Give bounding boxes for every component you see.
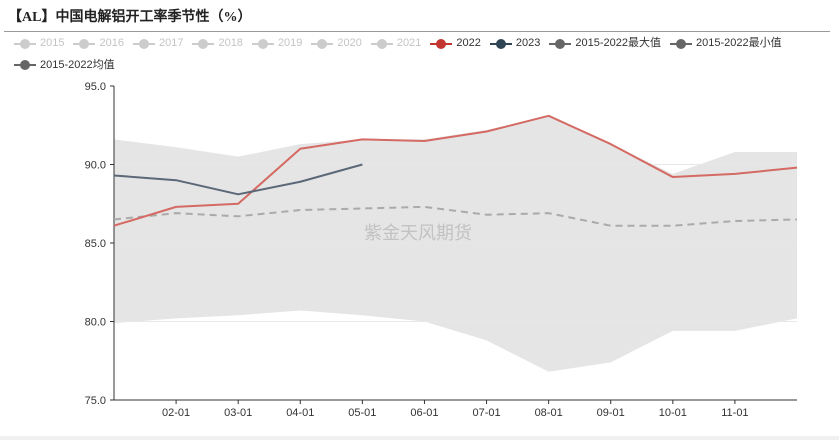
y-tick-label: 75.0 — [85, 395, 106, 407]
legend-label: 2018 — [218, 37, 243, 49]
watermark-text: 紫金天风期货 — [364, 223, 472, 244]
y-tick-label: 85.0 — [85, 238, 106, 250]
legend-marker-icon — [251, 38, 274, 49]
series-line-2023 — [113, 163, 363, 196]
legend-item-2018[interactable]: 2018 — [192, 34, 243, 53]
legend-label: 2015-2022均值 — [40, 58, 115, 71]
legend-marker-icon — [14, 60, 36, 70]
chart-title: 【AL】中国电解铝开工率季节性（%） — [8, 10, 252, 25]
legend-label: 2021 — [396, 37, 422, 49]
legend-marker-icon — [370, 38, 393, 49]
legend-marker-icon — [311, 38, 334, 49]
legend-item-2021[interactable]: 2021 — [370, 34, 422, 53]
legend-marker-icon — [14, 38, 36, 49]
legend-item-2016[interactable]: 2016 — [73, 34, 124, 53]
x-tick-label: 06-01 — [410, 407, 438, 419]
legend-label: 2020 — [337, 37, 362, 49]
legend-item-2017[interactable]: 2017 — [132, 34, 184, 53]
series-line-2015-2022均值 — [113, 205, 798, 227]
legend-item-2022[interactable]: 2022 — [430, 34, 481, 53]
legend-marker-icon — [669, 38, 692, 49]
legend-marker-icon — [192, 38, 215, 49]
legend-label: 2015-2022最大值 — [575, 37, 661, 49]
y-tick-label: 80.0 — [85, 317, 106, 329]
x-tick-label: 10-01 — [659, 407, 687, 419]
legend-marker-icon — [549, 38, 572, 49]
legend-label: 2016 — [99, 37, 124, 49]
y-tick-label: 90.0 — [85, 160, 106, 172]
legend-label: 2022 — [456, 37, 481, 49]
series-line-2022 — [113, 114, 798, 227]
legend-marker-icon — [489, 38, 512, 49]
max-min-band — [114, 115, 797, 372]
x-tick-label: 05-01 — [348, 407, 376, 419]
title-divider — [4, 31, 830, 32]
x-tick-label: 09-01 — [597, 407, 625, 419]
x-tick-label: 04-01 — [286, 407, 314, 419]
legend-item-2015[interactable]: 2015 — [14, 34, 64, 53]
legend-marker-icon — [430, 38, 453, 49]
legend-marker-icon — [73, 38, 96, 49]
legend-label: 2017 — [158, 37, 184, 49]
legend-label: 2015 — [40, 37, 65, 49]
x-tick-label: 11-01 — [721, 407, 748, 419]
legend-label: 2023 — [515, 37, 541, 49]
legend-item-2020[interactable]: 2020 — [311, 34, 362, 53]
legend-item-2015-2022最小值[interactable]: 2015-2022最小值 — [669, 34, 782, 53]
legend-item-2023[interactable]: 2023 — [489, 34, 541, 53]
legend-marker-icon — [132, 38, 155, 49]
y-tick-label: 95.0 — [85, 81, 106, 93]
x-tick-label: 08-01 — [535, 407, 563, 419]
x-tick-label: 03-01 — [224, 407, 252, 419]
legend-item-2015-2022均值[interactable]: 2015-2022均值 — [14, 56, 115, 75]
x-tick-label: 02-01 — [162, 407, 190, 419]
x-tick-label: 07-01 — [472, 407, 500, 419]
legend-item-2019[interactable]: 2019 — [251, 34, 303, 53]
bottom-scroll-strip — [0, 436, 839, 440]
chart-legend: 2015 2016 2017 2018 2019 2020 2021 2022 2023 2015… — [14, 34, 834, 77]
legend-label: 2019 — [277, 37, 303, 49]
legend-label: 2015-2022最小值 — [695, 37, 782, 49]
legend-item-2015-2022最大值[interactable]: 2015-2022最大值 — [549, 34, 661, 53]
